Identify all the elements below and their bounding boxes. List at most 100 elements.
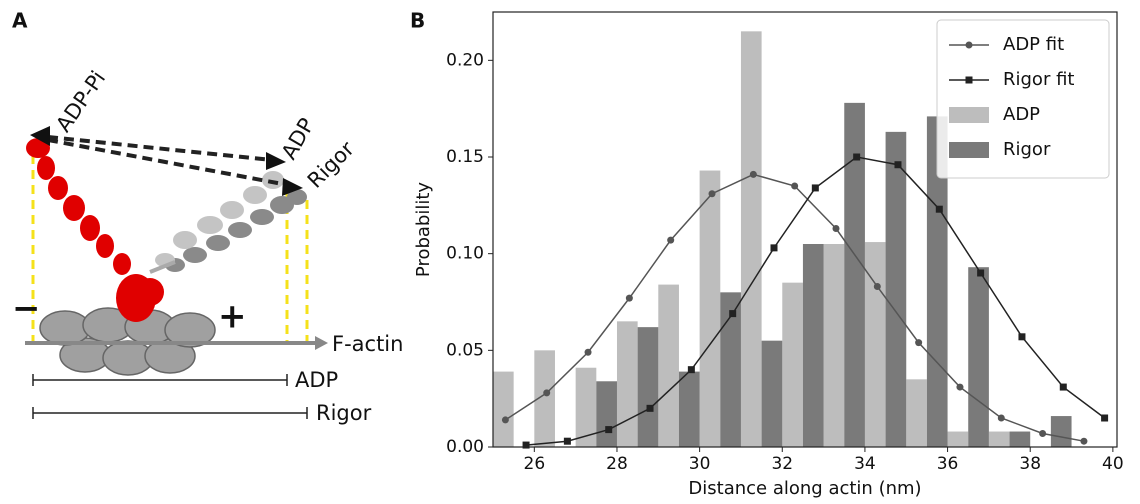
rigor-lever xyxy=(165,189,307,272)
bar xyxy=(864,242,886,447)
panel-b: B 26 28 30 32 34 36 38 40 0.00 0.05 0.10 0.15 0.20 Dis… xyxy=(410,9,1124,500)
marker xyxy=(625,294,633,302)
bar xyxy=(802,244,824,447)
bar xyxy=(678,371,700,447)
panel-label: A xyxy=(12,9,28,33)
actin xyxy=(39,307,216,376)
marker xyxy=(749,170,757,178)
bar xyxy=(575,367,597,447)
bar xyxy=(534,350,555,447)
y-tick-label: 0.15 xyxy=(446,147,484,167)
marker xyxy=(956,383,964,391)
bar xyxy=(596,381,617,447)
x-tick-label: 38 xyxy=(1019,454,1041,474)
state-label: Rigor xyxy=(303,136,359,192)
bar xyxy=(699,170,721,448)
distance-bars xyxy=(32,374,308,419)
state-label: ADP xyxy=(277,114,319,163)
marker xyxy=(935,205,943,213)
arrow-heads xyxy=(30,126,303,196)
legend-label: Rigor fit xyxy=(1003,69,1074,90)
legend-swatch xyxy=(949,107,989,123)
marker xyxy=(997,414,1005,422)
y-tick-label: 0.00 xyxy=(446,437,484,457)
bar xyxy=(761,340,783,447)
bar xyxy=(616,321,638,447)
x-tick-label: 40 xyxy=(1102,454,1124,474)
track-arrow xyxy=(315,336,328,350)
x-tick-label: 36 xyxy=(937,454,959,474)
x-tick-label: 26 xyxy=(524,454,546,474)
guides xyxy=(31,140,309,345)
marker xyxy=(832,225,840,233)
marker xyxy=(873,283,881,291)
bar xyxy=(968,267,989,447)
legend-label: ADP xyxy=(1003,104,1040,125)
bar xyxy=(926,116,948,448)
marker xyxy=(1018,333,1026,341)
adp-lever xyxy=(155,171,284,267)
y-tick-label: 0.05 xyxy=(446,340,484,360)
x-tick-label: 32 xyxy=(771,454,793,474)
marker xyxy=(584,348,592,356)
bar xyxy=(1050,416,1072,447)
marker xyxy=(708,190,716,198)
marker xyxy=(501,416,509,424)
bar xyxy=(885,131,907,447)
y-tick-label: 0.10 xyxy=(446,244,484,264)
adppi-lever xyxy=(26,138,164,322)
distance-label: Rigor xyxy=(316,401,372,425)
bar xyxy=(637,327,659,447)
marker xyxy=(853,153,861,161)
track-label: F-actin xyxy=(332,332,403,356)
marker xyxy=(1039,429,1047,437)
marker xyxy=(563,437,571,445)
y-axis-label: Probability xyxy=(413,182,434,277)
marker xyxy=(1080,437,1088,445)
marker xyxy=(667,236,675,244)
legend-box xyxy=(936,19,1110,179)
marker xyxy=(1059,383,1067,391)
bar xyxy=(740,31,762,447)
plus-sign: + xyxy=(218,297,247,337)
marker xyxy=(894,161,902,169)
x-tick-label: 28 xyxy=(606,454,628,474)
bar xyxy=(782,282,803,447)
plot-frame xyxy=(492,11,1118,448)
marker xyxy=(977,269,985,277)
bar xyxy=(947,431,969,447)
marker xyxy=(1101,414,1109,422)
marker xyxy=(811,184,819,192)
bar xyxy=(1009,431,1031,447)
marker xyxy=(687,366,695,374)
bar xyxy=(988,431,1010,447)
marker xyxy=(965,76,973,84)
marker xyxy=(729,310,737,318)
state-arrows xyxy=(47,135,289,187)
panel-a: A ADP-Pi ADP Rigor − + F-actin ADP Rigor xyxy=(12,9,403,426)
marker xyxy=(770,244,778,252)
lever-neck xyxy=(149,260,176,274)
x-tick-label: 30 xyxy=(689,454,711,474)
marker xyxy=(915,339,923,347)
bar xyxy=(658,284,679,447)
x-axis-label: Distance along actin (nm) xyxy=(688,478,921,499)
legend-label: ADP fit xyxy=(1003,34,1064,55)
marker xyxy=(646,404,654,412)
marker xyxy=(605,426,613,434)
state-label: ADP-Pi xyxy=(51,67,110,137)
marker xyxy=(791,182,799,190)
marker xyxy=(522,441,530,449)
marker xyxy=(543,389,551,397)
y-tick-label: 0.20 xyxy=(446,50,484,70)
bar xyxy=(823,244,845,447)
panel-label: B xyxy=(410,9,425,33)
legend-swatch xyxy=(949,142,989,158)
legend-label: Rigor xyxy=(1003,139,1051,160)
minus-sign: − xyxy=(12,289,41,329)
x-tick-label: 34 xyxy=(854,454,876,474)
bar xyxy=(906,379,927,447)
bar xyxy=(720,292,741,447)
distance-label: ADP xyxy=(295,368,338,392)
